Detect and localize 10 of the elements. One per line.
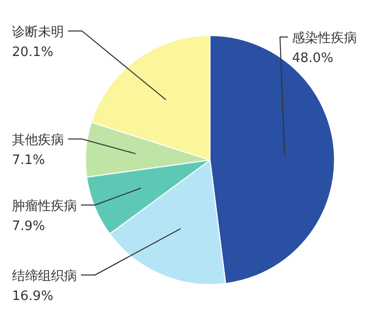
data-label: 20.1%: [12, 45, 54, 60]
slice-label: 感染性疾病: [292, 31, 357, 46]
data-label: 48.0%: [292, 51, 334, 66]
data-label: 7.1%: [12, 153, 46, 168]
slice-label: 肿瘤性疾病: [12, 198, 77, 214]
data-label: 7.9%: [12, 219, 46, 234]
data-label: 16.9%: [12, 289, 54, 304]
slice-label: 结缔组织病: [12, 269, 77, 284]
slice-label: 诊断未明: [12, 25, 64, 40]
slice-label: 其他疾病: [12, 133, 64, 148]
